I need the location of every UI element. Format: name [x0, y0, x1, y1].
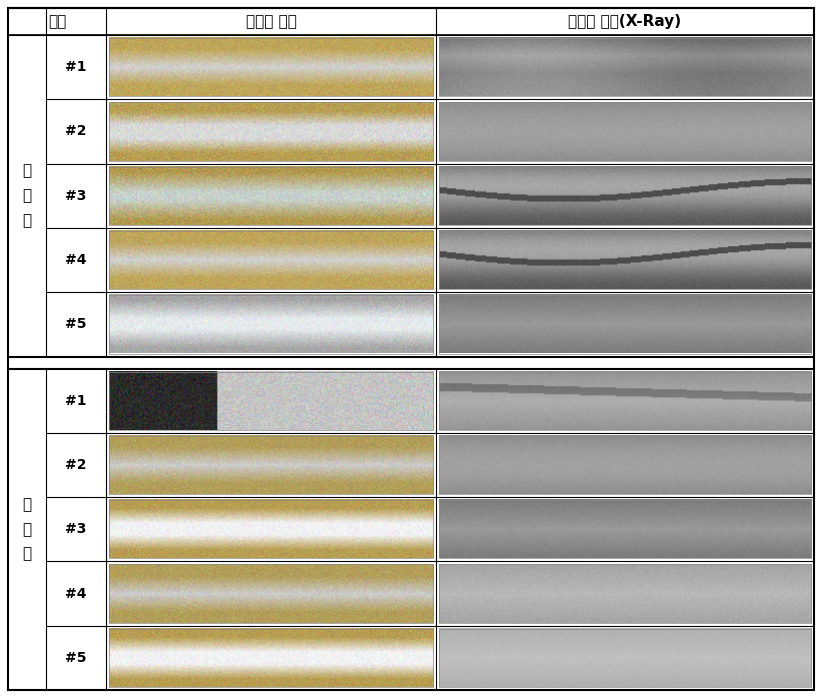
Text: #4: #4: [65, 586, 87, 600]
Bar: [439, 167, 811, 225]
Text: 구분: 구분: [48, 14, 66, 29]
Bar: [8, 357, 814, 369]
Text: 용접부 외관: 용접부 외관: [246, 14, 297, 29]
Bar: [439, 371, 811, 430]
Bar: [109, 371, 433, 430]
Bar: [8, 35, 814, 357]
Bar: [109, 103, 433, 161]
Text: #5: #5: [65, 651, 87, 665]
Bar: [109, 629, 433, 687]
Bar: [109, 231, 433, 289]
Bar: [439, 500, 811, 558]
Bar: [439, 629, 811, 687]
Bar: [109, 167, 433, 225]
Bar: [109, 565, 433, 623]
Text: #1: #1: [65, 394, 87, 408]
Bar: [439, 38, 811, 96]
Bar: [439, 231, 811, 289]
Bar: [109, 38, 433, 96]
Bar: [439, 295, 811, 353]
Text: #1: #1: [65, 60, 87, 74]
Bar: [109, 295, 433, 353]
Text: 용접부 내부(X-Ray): 용접부 내부(X-Ray): [569, 14, 681, 29]
Bar: [8, 369, 814, 690]
Text: 시
제
품: 시 제 품: [22, 163, 31, 228]
Text: #5: #5: [65, 318, 87, 332]
Bar: [439, 565, 811, 623]
Text: #3: #3: [65, 188, 86, 202]
Text: #2: #2: [65, 458, 87, 472]
Text: 양
산
품: 양 산 품: [22, 497, 31, 561]
Bar: [109, 436, 433, 494]
Bar: [109, 500, 433, 558]
Bar: [439, 436, 811, 494]
Text: #3: #3: [65, 522, 86, 536]
Bar: [439, 103, 811, 161]
Text: #4: #4: [65, 253, 87, 267]
Text: #2: #2: [65, 124, 87, 138]
